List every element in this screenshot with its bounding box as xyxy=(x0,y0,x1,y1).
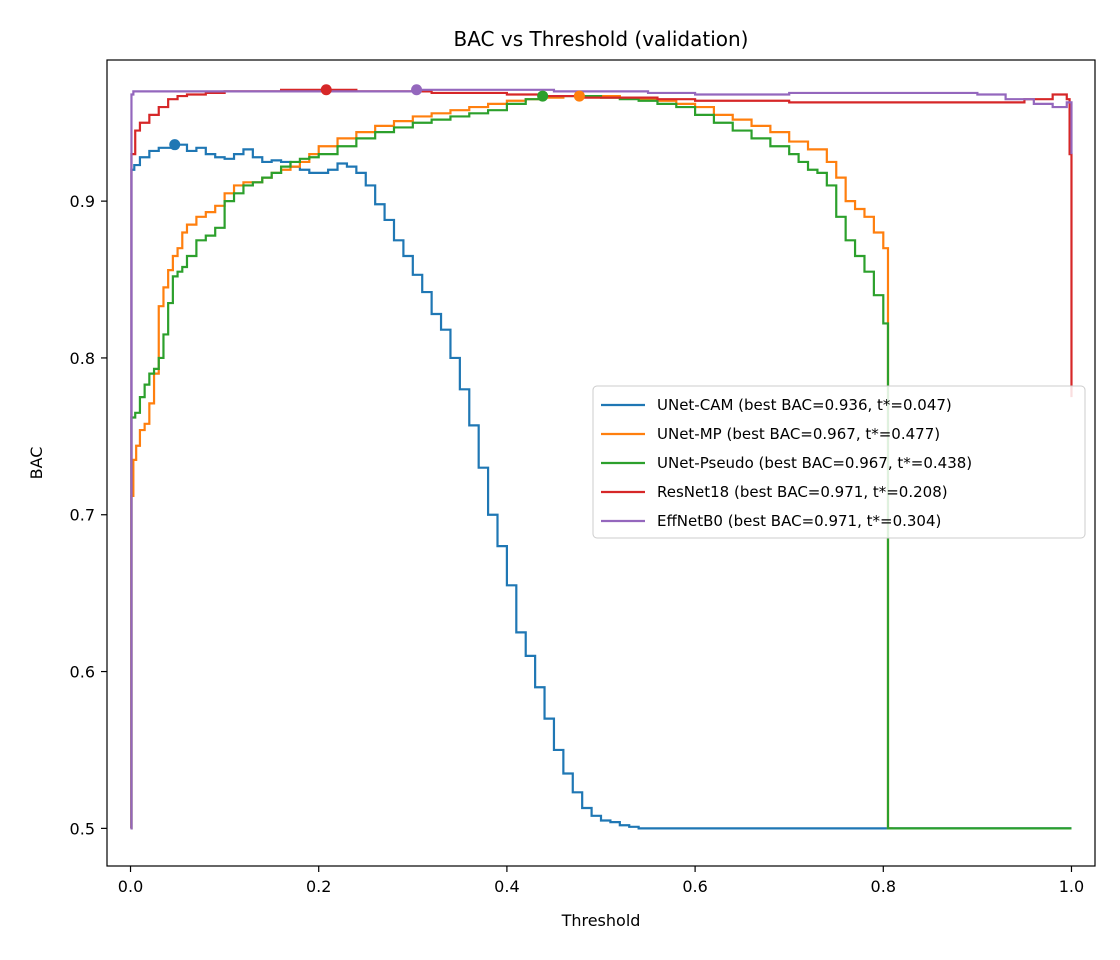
series-line-unet-mp xyxy=(130,94,893,830)
series-line-effnetb0 xyxy=(130,88,1073,830)
x-tick-label: 0.8 xyxy=(871,877,896,896)
x-axis: 0.0 0.2 0.4 0.6 0.8 1.0 xyxy=(118,866,1084,896)
best-marker-unet-mp xyxy=(573,90,585,102)
legend: UNet-CAM (best BAC=0.936, t*=0.047) UNet-… xyxy=(592,385,1086,539)
y-tick-label: 0.9 xyxy=(70,192,95,211)
series-layer xyxy=(130,88,1073,830)
series-line-resnet18 xyxy=(130,88,1073,830)
y-tick-label: 0.6 xyxy=(70,663,95,682)
y-tick-label: 0.8 xyxy=(70,349,95,368)
best-marker-unet-pseudo xyxy=(537,90,549,102)
best-marker-effnetb0 xyxy=(411,84,423,96)
x-tick-label: 0.4 xyxy=(494,877,519,896)
x-tick-label: 1.0 xyxy=(1059,877,1084,896)
y-axis: 0.5 0.6 0.7 0.8 0.9 xyxy=(70,192,107,838)
legend-label-resnet18: ResNet18 (best BAC=0.971, t*=0.208) xyxy=(657,483,948,501)
series-line-unet-pseudo xyxy=(130,94,1072,830)
y-axis-label: BAC xyxy=(27,447,46,480)
plot-frame xyxy=(106,59,1096,867)
best-marker-layer xyxy=(169,84,585,151)
best-marker-resnet18 xyxy=(320,84,332,96)
legend-items: UNet-CAM (best BAC=0.936, t*=0.047) UNet-… xyxy=(601,396,972,530)
legend-label-unet-mp: UNet-MP (best BAC=0.967, t*=0.477) xyxy=(657,425,940,443)
legend-box xyxy=(592,385,1086,539)
best-marker-unet-cam xyxy=(169,139,181,151)
legend-label-unet-cam: UNet-CAM (best BAC=0.936, t*=0.047) xyxy=(657,396,952,414)
x-tick-label: 0.6 xyxy=(682,877,707,896)
y-tick-label: 0.5 xyxy=(70,819,95,838)
chart-title: BAC vs Threshold (validation) xyxy=(454,27,749,51)
y-tick-label: 0.7 xyxy=(70,506,95,525)
legend-label-unet-pseudo: UNet-Pseudo (best BAC=0.967, t*=0.438) xyxy=(657,454,972,472)
x-tick-label: 0.2 xyxy=(306,877,331,896)
x-tick-label: 0.0 xyxy=(118,877,143,896)
legend-label-effnetb0: EffNetB0 (best BAC=0.971, t*=0.304) xyxy=(657,512,941,530)
x-axis-label: Threshold xyxy=(561,911,641,930)
series-line-unet-cam xyxy=(130,143,1072,830)
